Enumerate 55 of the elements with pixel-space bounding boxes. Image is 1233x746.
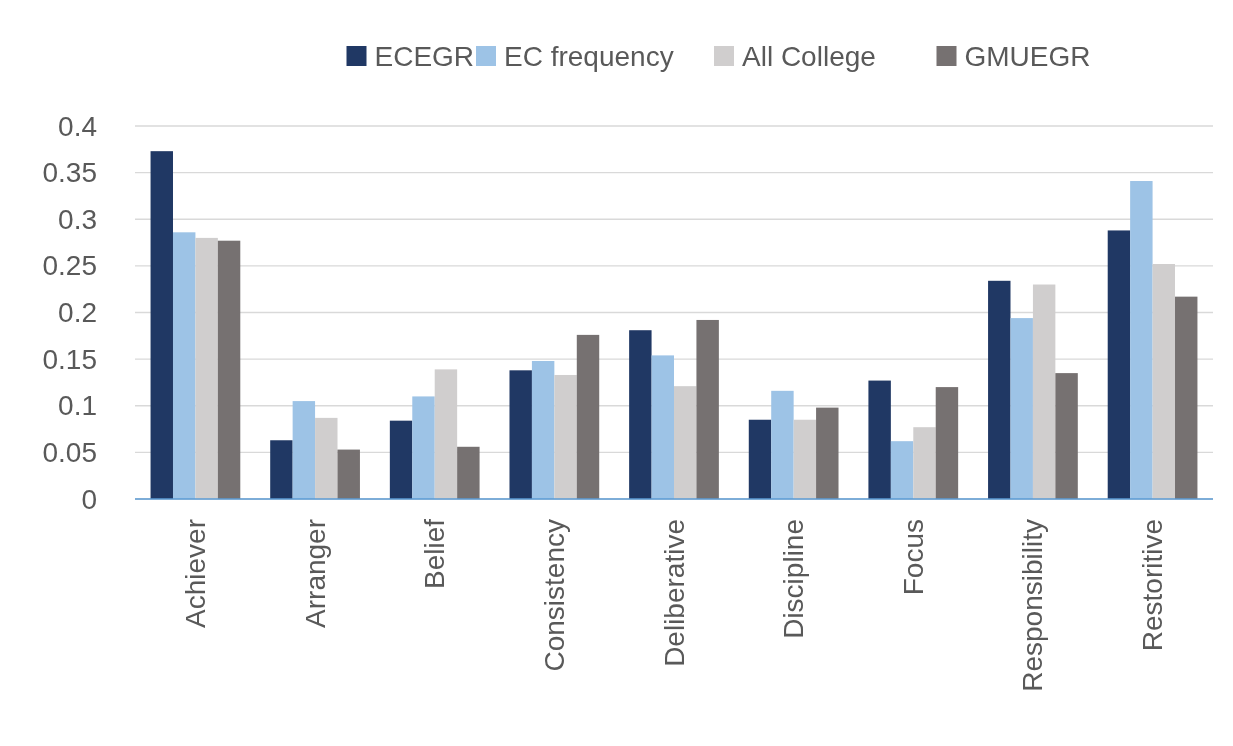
- y-tick-label: 0.4: [58, 110, 97, 142]
- bar: [771, 390, 794, 499]
- bar: [412, 396, 435, 499]
- bar: [172, 232, 196, 499]
- bar: [913, 427, 936, 499]
- x-tick-label: Deliberative: [658, 519, 690, 667]
- bar: [629, 330, 652, 499]
- x-tick-label: Focus: [897, 519, 929, 596]
- bar: [696, 319, 719, 499]
- bar: [674, 386, 697, 499]
- x-tick-label: Discipline: [778, 519, 810, 639]
- bar: [315, 417, 338, 499]
- bar: [1107, 230, 1131, 499]
- legend-label: GMUEGR: [964, 40, 1091, 72]
- bar: [793, 419, 817, 499]
- y-tick-label: 0.25: [42, 250, 97, 282]
- bar: [935, 387, 959, 499]
- bar: [270, 440, 293, 499]
- legend-label: EC frequency: [504, 40, 674, 72]
- bar: [457, 446, 480, 499]
- x-tick-label: Responsibility: [1017, 519, 1049, 692]
- y-tick-label: 0: [81, 483, 97, 515]
- legend-label: All College: [742, 40, 876, 72]
- bar: [531, 360, 555, 499]
- bar: [509, 370, 532, 499]
- legend-label: ECEGR: [374, 40, 475, 72]
- bar: [1130, 181, 1153, 499]
- bar: [1055, 373, 1078, 499]
- bar: [150, 151, 173, 499]
- bar: [868, 380, 891, 499]
- bar: [389, 420, 413, 499]
- y-tick-label: 0.05: [42, 436, 97, 468]
- x-tick-label: Belief: [419, 518, 451, 590]
- x-tick-label: Arranger: [299, 519, 331, 628]
- y-tick-label: 0.1: [58, 390, 97, 422]
- bar: [337, 449, 360, 499]
- bar: [554, 374, 577, 499]
- bar: [748, 419, 772, 499]
- bar: [292, 401, 316, 499]
- y-tick-label: 0.15: [42, 343, 97, 375]
- x-tick-label: Achiever: [179, 519, 211, 628]
- y-tick-label: 0.2: [58, 297, 97, 328]
- bar: [816, 407, 839, 499]
- bar: [576, 334, 600, 499]
- bar: [1175, 296, 1198, 499]
- bar: [195, 237, 218, 499]
- x-tick-label: Consistency: [538, 519, 570, 672]
- x-tick-label: Restoritive: [1137, 519, 1169, 652]
- bar: [217, 240, 241, 499]
- bar: [988, 280, 1011, 499]
- bar: [890, 441, 914, 499]
- bar: [651, 355, 674, 499]
- bar: [1010, 318, 1033, 499]
- y-tick-label: 0.35: [42, 157, 97, 189]
- y-tick-label: 0.3: [58, 203, 97, 235]
